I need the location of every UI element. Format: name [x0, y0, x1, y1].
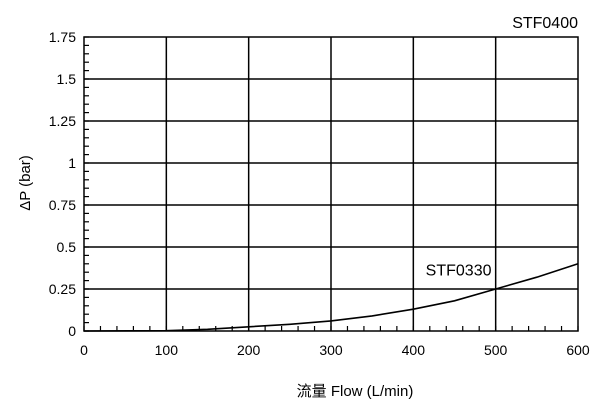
- x-tick-label: 100: [155, 342, 179, 358]
- y-tick-label: 0: [68, 323, 76, 339]
- y-tick-label: 1.75: [49, 29, 76, 45]
- y-axis-title: ΔP (bar): [17, 155, 34, 211]
- y-tick-label: 0.75: [49, 197, 76, 213]
- grid-lines: [84, 37, 578, 331]
- y-tick-label: 1: [68, 155, 76, 171]
- x-tick-label: 200: [237, 342, 261, 358]
- y-tick-label: 1.5: [57, 71, 77, 87]
- x-tick-label: 0: [80, 342, 88, 358]
- x-tick-labels: 0 100 200 300 400 500 600: [80, 342, 590, 358]
- x-axis-title: 流量 Flow (L/min): [297, 383, 414, 400]
- x-tick-label: 300: [319, 342, 343, 358]
- plot-frame: [83, 36, 579, 332]
- x-tick-label: 400: [402, 342, 426, 358]
- x-tick-label: 600: [566, 342, 590, 358]
- model-label: STF0400: [512, 15, 578, 32]
- y-tick-label: 1.25: [49, 113, 76, 129]
- y-tick-labels: 0 0.25 0.5 0.75 1 1.25 1.5 1.75: [49, 29, 76, 339]
- series-label-stf0330: STF0330: [426, 263, 492, 280]
- y-tick-label: 0.25: [49, 281, 76, 297]
- series-line-stf0330: [83, 263, 579, 332]
- series-lines: [83, 263, 579, 332]
- x-tick-label: 500: [484, 342, 508, 358]
- y-tick-label: 0.5: [57, 239, 77, 255]
